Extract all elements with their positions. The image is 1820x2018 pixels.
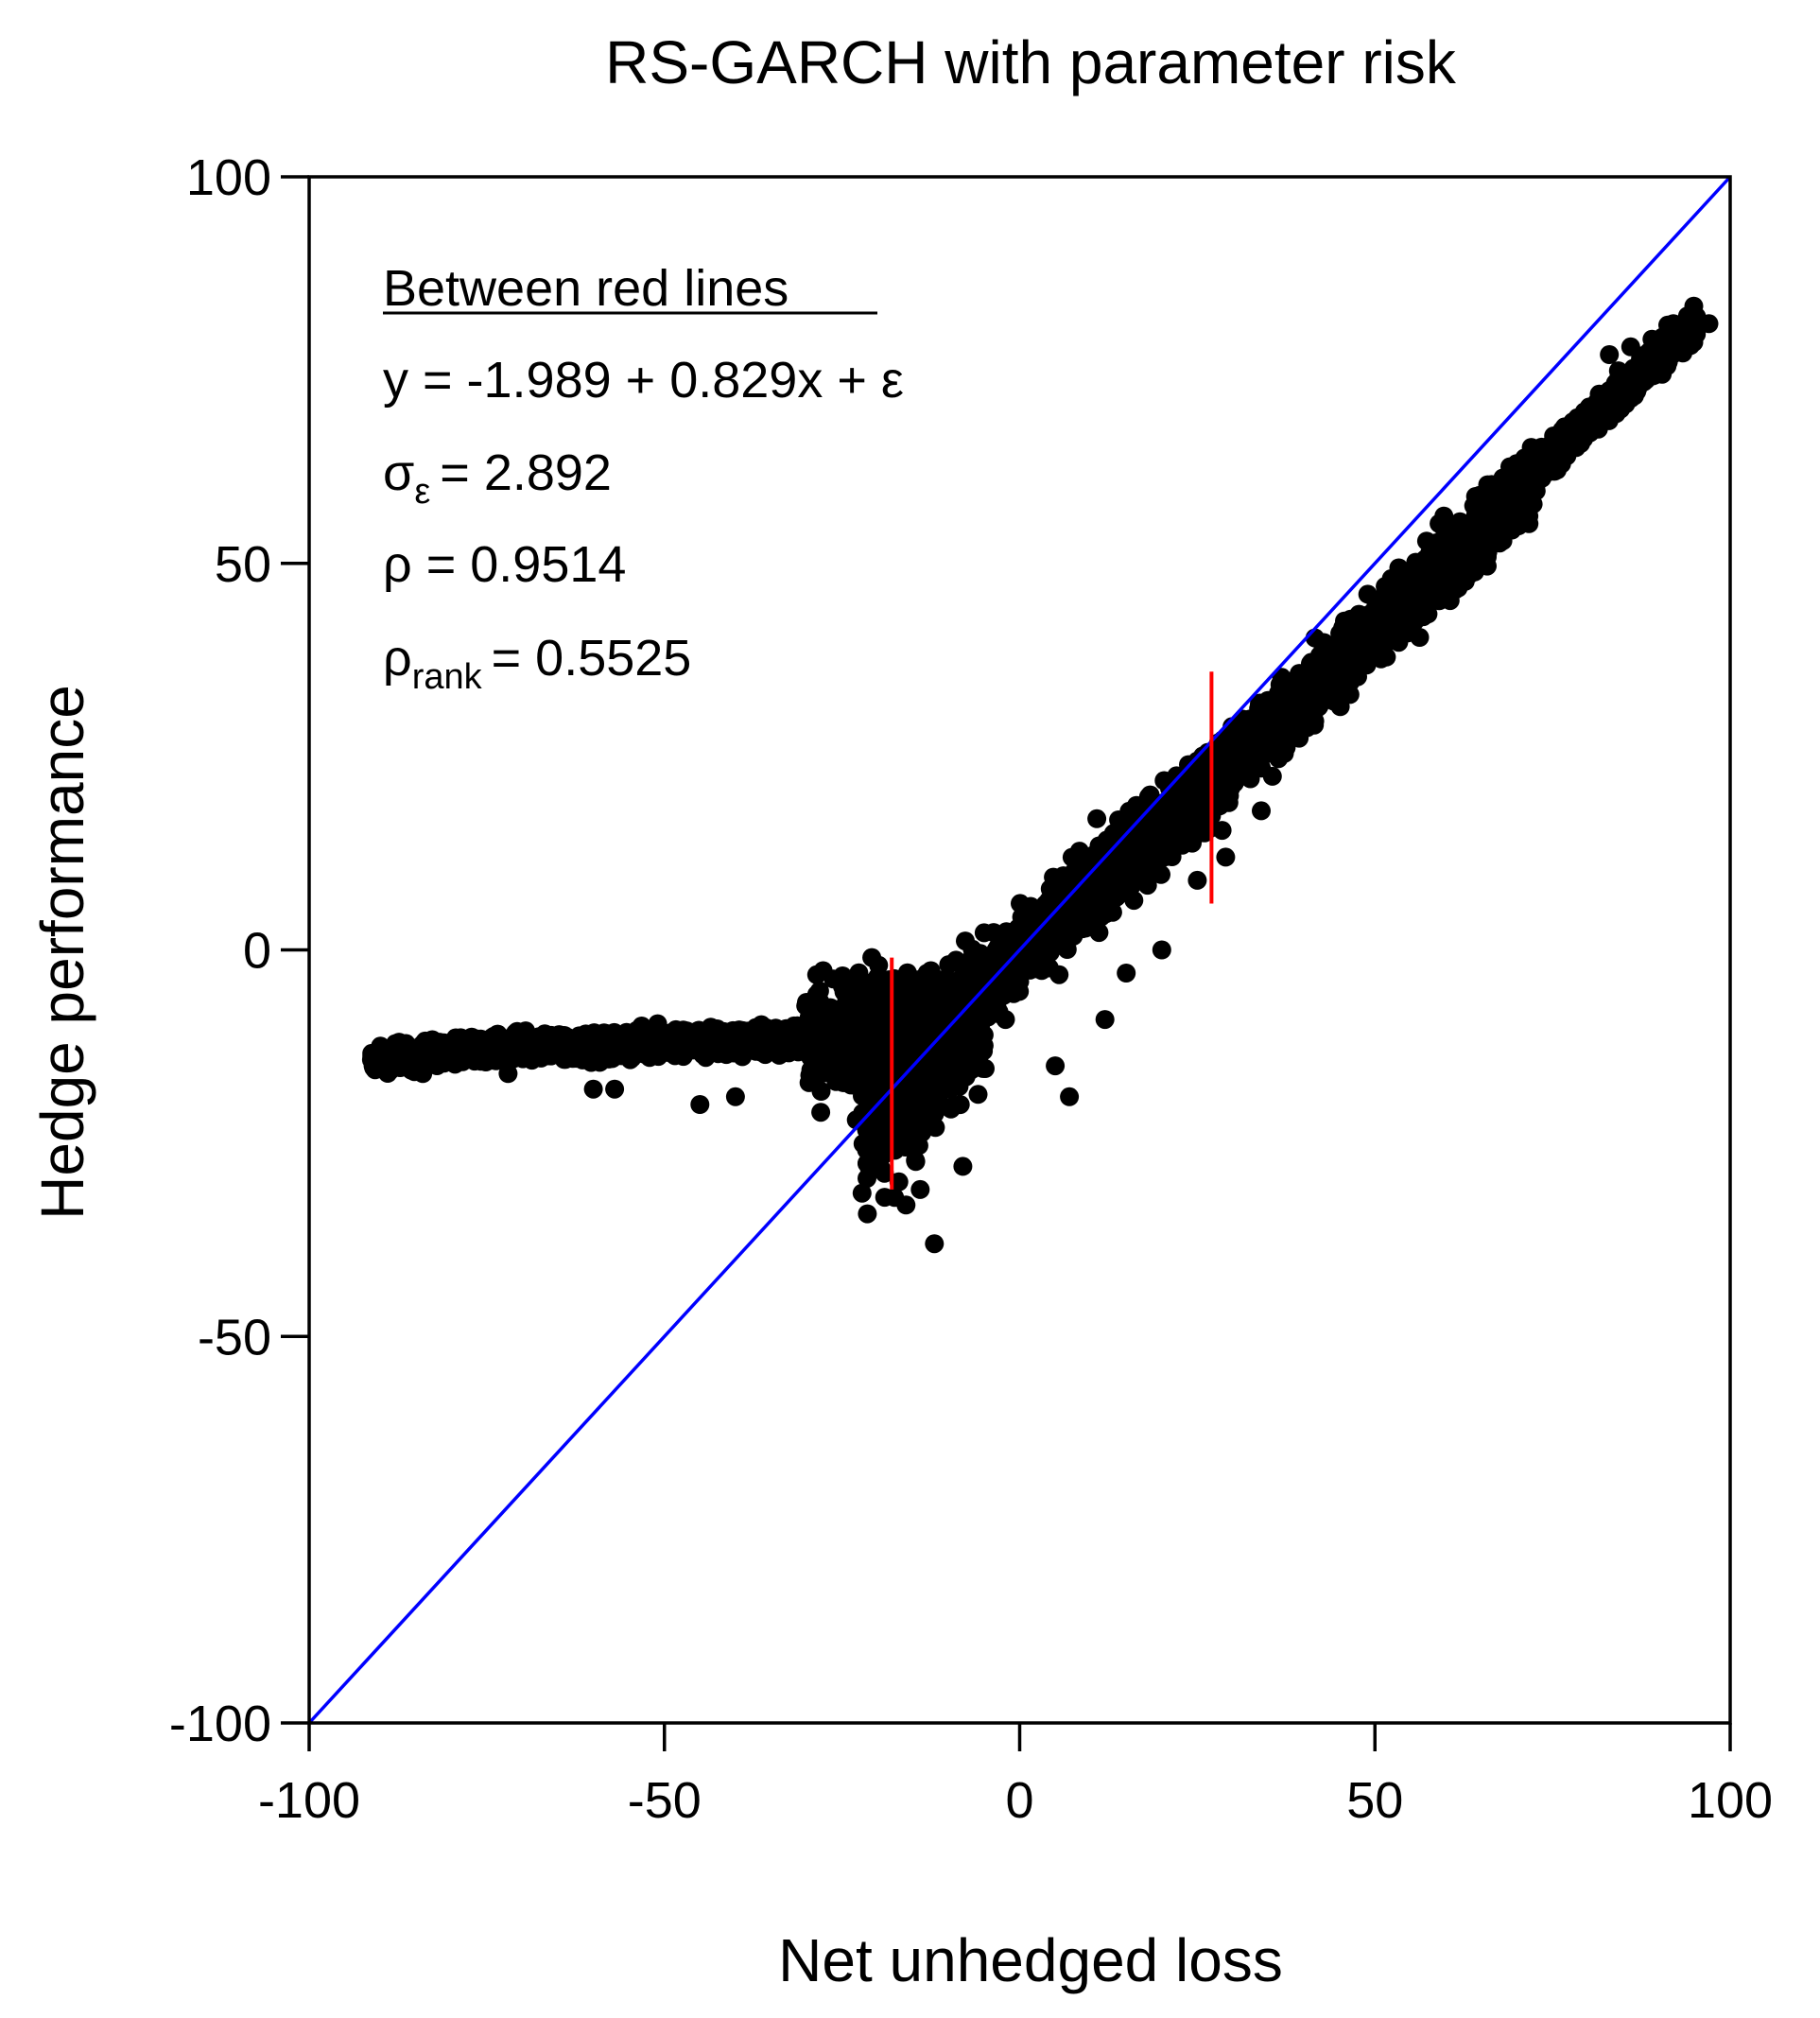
data-point-4174 <box>1262 766 1282 786</box>
data-point-1778 <box>811 1082 831 1101</box>
data-point-2716 <box>928 1055 948 1075</box>
data-point-2679 <box>968 1085 988 1105</box>
data-point-2223 <box>852 1183 872 1203</box>
data-point-2300 <box>875 1163 894 1183</box>
data-point-2609 <box>950 1095 970 1115</box>
data-point-2515 <box>926 1118 945 1138</box>
data-point-3351 <box>1087 809 1107 828</box>
chart-title: RS-GARCH with parameter risk <box>605 28 1457 96</box>
data-point-4749 <box>1410 628 1430 647</box>
data-point-2431 <box>906 1152 926 1172</box>
data-point-2238 <box>858 1204 877 1224</box>
data-point-3347 <box>1089 923 1109 943</box>
data-point-4005 <box>1219 792 1239 812</box>
data-point-3185 <box>1049 965 1069 984</box>
data-point-3590 <box>1152 864 1170 884</box>
data-point-3483 <box>1124 891 1144 911</box>
data-point-4627 <box>1377 647 1396 667</box>
data-point-1925 <box>849 963 869 983</box>
data-point-4337 <box>1305 711 1325 731</box>
data-point-3408 <box>1102 902 1122 922</box>
data-point-2698 <box>973 1058 993 1078</box>
data-points <box>361 296 1719 1254</box>
